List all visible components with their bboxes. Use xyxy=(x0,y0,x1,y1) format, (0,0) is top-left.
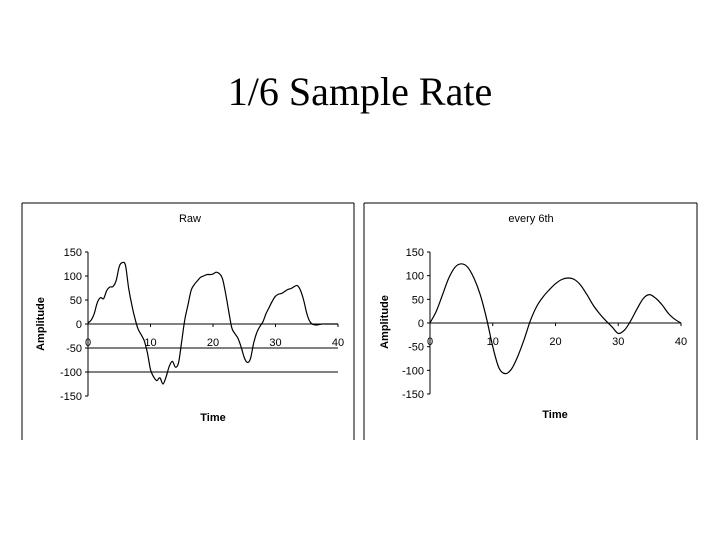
x-tick-label: 30 xyxy=(612,336,624,348)
series-line-raw xyxy=(87,261,338,385)
y-tick-label: 50 xyxy=(412,294,424,306)
y-tick-label: -150 xyxy=(60,391,82,403)
x-tick-label: 40 xyxy=(332,337,344,349)
y-tick-label: -150 xyxy=(402,389,424,401)
y-tick-label: 50 xyxy=(70,295,82,307)
x-tick-label: 0 xyxy=(427,336,433,348)
y-tick-label: 150 xyxy=(406,247,424,259)
y-tick-label: 100 xyxy=(64,271,82,283)
y-tick-label: -100 xyxy=(402,365,424,377)
chart-title: Raw xyxy=(179,213,201,225)
y-axis-label: Amplitude xyxy=(35,297,47,351)
y-axis-label: Amplitude xyxy=(379,295,391,349)
x-tick-label: 30 xyxy=(269,337,281,349)
slide-title: 1/6 Sample Rate xyxy=(227,69,493,114)
chart-title: every 6th xyxy=(508,213,553,225)
x-axis-label: Time xyxy=(200,412,225,424)
x-tick-label: 20 xyxy=(549,336,561,348)
y-tick-label: -50 xyxy=(408,342,424,354)
y-tick-label: 0 xyxy=(418,318,424,330)
x-tick-label: 40 xyxy=(675,336,687,348)
x-tick-label: 10 xyxy=(487,336,499,348)
y-tick-label: -100 xyxy=(60,367,82,379)
y-tick-label: 100 xyxy=(406,271,424,283)
y-tick-label: 150 xyxy=(64,247,82,259)
y-tick-label: -50 xyxy=(66,343,82,355)
series-line-every-6th xyxy=(429,263,682,375)
y-tick-label: 0 xyxy=(76,319,82,331)
x-axis-label: Time xyxy=(542,409,567,421)
x-tick-label: 20 xyxy=(207,337,219,349)
x-tick-label: 10 xyxy=(144,337,156,349)
x-tick-label: 0 xyxy=(85,337,91,349)
